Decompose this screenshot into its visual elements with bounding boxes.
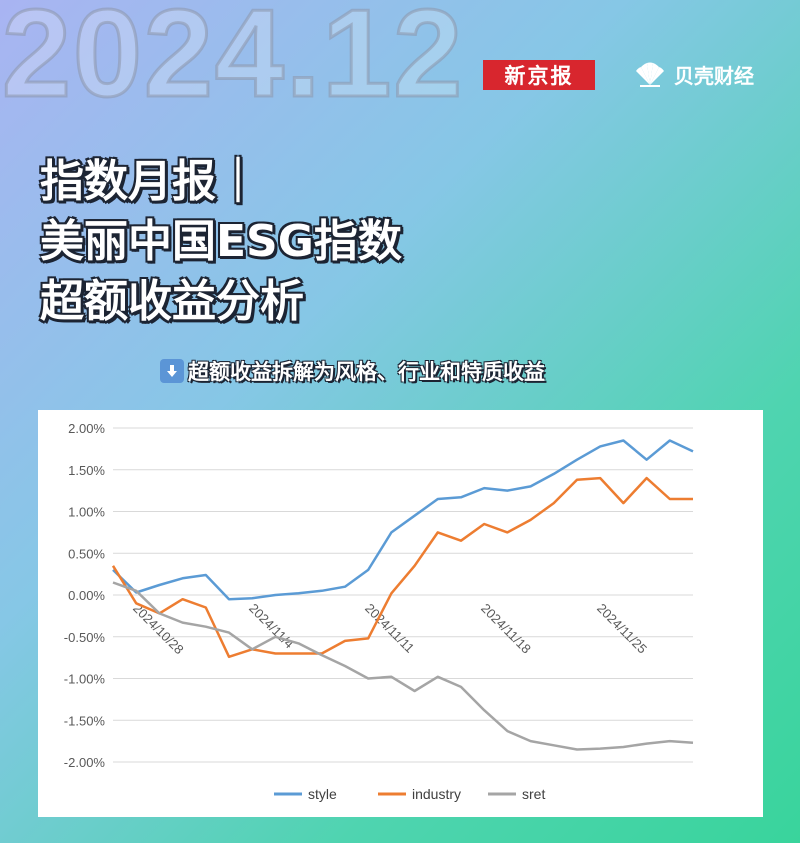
x-tick-label: 2024/11/18 [478,601,534,657]
y-tick-label: 2.00% [68,421,105,436]
y-tick-label: -0.50% [64,630,106,645]
down-arrow-icon [160,359,184,383]
y-tick-label: -1.50% [64,713,106,728]
line-chart: 2.00% 1.50% 1.00% 0.50% 0.00% -0.50% -1.00% -1.… [64,421,694,802]
series-line-sret [112,581,694,751]
subtitle: 超额收益拆解为风格、行业和特质收益 [160,356,545,386]
y-tick-label: -2.00% [64,755,106,770]
x-tick-label: 2024/11/11 [362,601,417,656]
y-tick-label: 1.00% [68,505,105,520]
series-line-industry [111,476,693,659]
title-line-1: 指数月报｜ [40,156,260,207]
y-tick-label: -1.00% [64,672,106,687]
brand-beike-text: 贝壳财经 [674,63,754,88]
shell-icon [636,62,664,87]
brand-xinjingbao-logo: 新京报 [483,60,595,90]
legend-label-sret: sret [522,786,545,802]
y-tick-label: 1.50% [68,463,105,478]
page-title: 指数月报｜ 美丽中国ESG指数 超额收益分析 [40,152,402,332]
x-tick-label: 2024/10/28 [130,601,187,658]
title-line-2: 美丽中国ESG指数 [40,216,402,267]
y-tick-label: 0.50% [68,546,105,561]
brand-beike-logo: 贝壳财经 [632,58,754,90]
title-line-3: 超额收益分析 [40,276,304,327]
x-tick-label: 2024/11/4 [246,601,297,652]
date-watermark: 2024.12 [0,0,465,124]
y-tick-label: 0.00% [68,588,105,603]
legend-label-industry: industry [412,786,461,802]
chart-panel: 2.00% 1.50% 1.00% 0.50% 0.00% -0.50% -1.00% -1.… [38,410,763,817]
subtitle-text: 超额收益拆解为风格、行业和特质收益 [188,360,545,384]
x-tick-label: 2024/11/25 [594,601,650,657]
series-line-style [112,439,694,601]
legend-label-style: style [308,786,337,802]
